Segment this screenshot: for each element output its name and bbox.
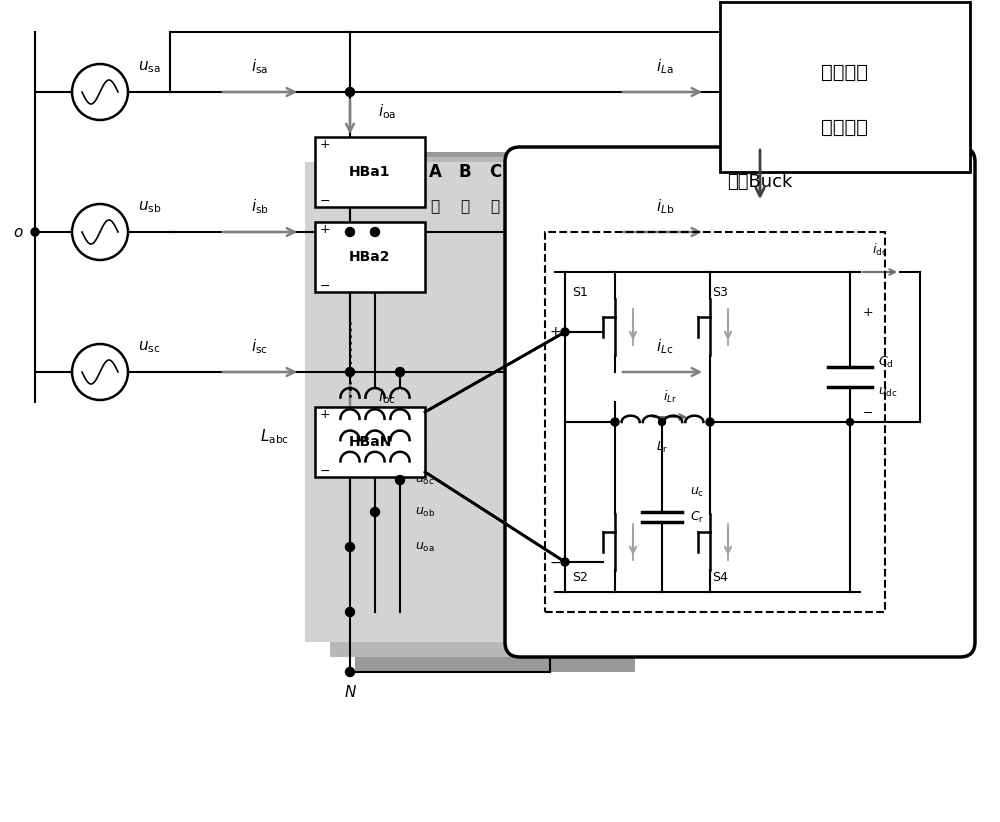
Text: $i_{\rm sb}$: $i_{\rm sb}$: [251, 197, 269, 216]
Text: 无功负载: 无功负载: [821, 118, 868, 136]
Text: $u_{\rm oc}$: $u_{\rm oc}$: [415, 473, 435, 487]
FancyBboxPatch shape: [355, 152, 635, 672]
Text: $i_{L\rm a}$: $i_{L\rm a}$: [656, 58, 674, 76]
FancyBboxPatch shape: [315, 137, 425, 207]
Circle shape: [346, 367, 354, 376]
Text: $-$: $-$: [549, 555, 561, 569]
Circle shape: [611, 418, 619, 426]
Text: S4: S4: [712, 570, 728, 584]
Text: $u_{\rm dc}$: $u_{\rm dc}$: [878, 386, 898, 399]
Text: $-$: $-$: [319, 193, 331, 206]
Circle shape: [846, 418, 854, 426]
FancyBboxPatch shape: [330, 157, 610, 657]
Text: $u_{\rm sa}$: $u_{\rm sa}$: [138, 59, 161, 75]
Text: HBa1: HBa1: [349, 165, 391, 179]
Text: $u_{\rm ob}$: $u_{\rm ob}$: [415, 506, 435, 519]
Text: $u_{\rm sc}$: $u_{\rm sc}$: [138, 339, 160, 355]
Text: 相: 相: [490, 200, 500, 215]
Text: $i_{\rm sc}$: $i_{\rm sc}$: [251, 338, 269, 357]
FancyBboxPatch shape: [720, 2, 970, 172]
Text: $C_{\rm d}$: $C_{\rm d}$: [878, 354, 894, 370]
Text: $+$: $+$: [862, 306, 873, 318]
Text: 双向Buck: 双向Buck: [727, 173, 793, 191]
Text: $-$: $-$: [319, 279, 331, 292]
Text: $i_{L\rm c}$: $i_{L\rm c}$: [656, 338, 674, 357]
Circle shape: [658, 418, 666, 426]
Text: $+$: $+$: [319, 408, 331, 421]
Text: HBa2: HBa2: [349, 250, 391, 264]
Text: $+$: $+$: [319, 137, 331, 150]
Text: $i_{L\rm b}$: $i_{L\rm b}$: [656, 197, 674, 216]
Text: S1: S1: [572, 285, 588, 298]
Circle shape: [31, 228, 39, 236]
Circle shape: [346, 543, 354, 552]
FancyBboxPatch shape: [305, 162, 585, 642]
Text: B: B: [459, 163, 471, 181]
FancyBboxPatch shape: [505, 147, 975, 657]
Text: $L_{\rm r}$: $L_{\rm r}$: [656, 440, 668, 455]
Text: A: A: [429, 163, 441, 181]
Text: $N$: $N$: [344, 684, 356, 700]
Text: S3: S3: [712, 285, 728, 298]
Text: $+$: $+$: [549, 325, 561, 339]
Text: $i_{\rm ob}$: $i_{\rm ob}$: [378, 242, 397, 261]
Text: $i_{\rm dc}$: $i_{\rm dc}$: [872, 242, 888, 258]
Text: $u_{\rm oa}$: $u_{\rm oa}$: [415, 540, 435, 553]
Text: S2: S2: [572, 570, 588, 584]
Text: 三相交流: 三相交流: [821, 62, 868, 81]
Circle shape: [706, 418, 714, 426]
Circle shape: [346, 667, 354, 677]
Circle shape: [346, 87, 354, 96]
Circle shape: [561, 328, 569, 336]
Text: $i_{\rm oc}$: $i_{\rm oc}$: [378, 388, 396, 406]
Text: $o$: $o$: [13, 224, 23, 239]
Text: $C_{\rm r}$: $C_{\rm r}$: [690, 510, 704, 524]
Text: $i_{\rm sa}$: $i_{\rm sa}$: [251, 58, 269, 76]
Circle shape: [346, 228, 354, 237]
Circle shape: [346, 607, 354, 616]
Circle shape: [396, 367, 404, 376]
Text: $i_{\rm oa}$: $i_{\rm oa}$: [378, 103, 396, 122]
Text: $-$: $-$: [862, 405, 873, 418]
Text: $u_{\rm sb}$: $u_{\rm sb}$: [138, 199, 161, 215]
Text: $+$: $+$: [319, 223, 331, 235]
Text: HBaN: HBaN: [348, 435, 392, 449]
Circle shape: [370, 507, 380, 516]
FancyBboxPatch shape: [315, 222, 425, 292]
Text: 相: 相: [430, 200, 440, 215]
Circle shape: [561, 558, 569, 566]
Text: $L_{\rm abc}$: $L_{\rm abc}$: [260, 427, 290, 446]
Text: $-$: $-$: [319, 464, 331, 477]
FancyBboxPatch shape: [315, 407, 425, 477]
Circle shape: [396, 475, 404, 484]
Text: C: C: [489, 163, 501, 181]
Text: $i_{L\rm r}$: $i_{L\rm r}$: [663, 389, 677, 405]
Text: 相: 相: [460, 200, 470, 215]
Text: $u_{\rm c}$: $u_{\rm c}$: [690, 486, 704, 499]
Circle shape: [370, 228, 380, 237]
